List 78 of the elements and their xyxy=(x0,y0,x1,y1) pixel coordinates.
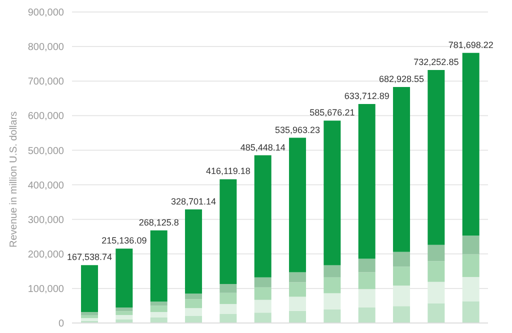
bar xyxy=(150,317,168,323)
bar xyxy=(289,310,306,323)
bar xyxy=(81,318,98,321)
bar xyxy=(428,70,445,245)
bar xyxy=(324,120,341,266)
bar xyxy=(289,138,306,272)
bar xyxy=(428,261,445,282)
y-tick-label: 600,000 xyxy=(28,111,64,122)
bar xyxy=(324,265,341,278)
total-label: 585,676.21 xyxy=(310,108,355,118)
bar xyxy=(393,266,410,286)
total-label: 535,963.23 xyxy=(274,124,320,135)
y-tick-label: 300,000 xyxy=(28,214,64,226)
bar xyxy=(462,52,480,236)
bar xyxy=(220,179,237,284)
bar xyxy=(462,254,480,278)
y-tick-label: 400,000 xyxy=(28,180,64,192)
total-label: 732,252.85 xyxy=(414,56,459,67)
bar xyxy=(358,307,376,323)
bar xyxy=(185,294,202,300)
bar xyxy=(393,252,410,267)
total-label: 416,119.18 xyxy=(206,166,250,176)
bar xyxy=(358,289,376,308)
bar xyxy=(289,282,306,297)
total-label: 781,698.22 xyxy=(448,40,494,50)
y-tick-label: 200,000 xyxy=(28,249,64,260)
bar xyxy=(324,310,341,323)
bar xyxy=(254,277,272,288)
bar xyxy=(358,258,376,272)
bar xyxy=(358,104,376,259)
bar xyxy=(254,312,272,323)
bar xyxy=(358,272,376,290)
bar xyxy=(462,236,480,254)
bar xyxy=(81,265,98,312)
total-label: 485,448.14 xyxy=(240,142,286,152)
bar xyxy=(150,306,168,312)
bar xyxy=(462,301,480,323)
bar xyxy=(81,312,98,316)
bar xyxy=(428,244,445,262)
bar xyxy=(220,292,237,304)
bar xyxy=(324,277,341,294)
bar xyxy=(254,300,272,313)
y-tick-label: 500,000 xyxy=(28,146,64,157)
bar xyxy=(116,307,133,312)
bar xyxy=(220,284,237,293)
bar xyxy=(185,316,202,323)
bar xyxy=(150,312,168,318)
bar xyxy=(81,315,98,318)
bar xyxy=(116,315,133,320)
bar xyxy=(289,296,306,311)
bar xyxy=(150,302,168,306)
total-label: 215,136.09 xyxy=(102,236,147,246)
total-label: 633,712.89 xyxy=(344,91,390,102)
bar xyxy=(150,230,168,302)
bar xyxy=(220,304,237,314)
y-tick-label: 900,000 xyxy=(28,8,64,19)
y-tick-label: 0 xyxy=(58,318,64,330)
bar xyxy=(289,272,306,282)
y-axis-title: Revenue in million U.S. dollars xyxy=(8,111,20,248)
bar xyxy=(393,306,410,323)
total-label: 682,928.55 xyxy=(378,74,424,84)
bar xyxy=(254,287,272,300)
bar xyxy=(185,209,202,294)
total-label: 268,125.8 xyxy=(138,217,179,228)
bar xyxy=(116,248,133,308)
bar xyxy=(185,308,202,316)
bar xyxy=(324,293,341,310)
bar xyxy=(220,314,237,323)
y-tick-label: 700,000 xyxy=(28,76,64,88)
bar xyxy=(185,299,202,308)
bar xyxy=(428,303,445,323)
bar xyxy=(393,87,410,252)
y-tick-label: 800,000 xyxy=(28,42,64,54)
total-label: 328,701.14 xyxy=(170,196,216,206)
total-label: 167,538.74 xyxy=(66,252,112,262)
bar xyxy=(254,155,272,278)
y-tick-label: 100,000 xyxy=(28,284,64,295)
bar xyxy=(116,311,133,316)
